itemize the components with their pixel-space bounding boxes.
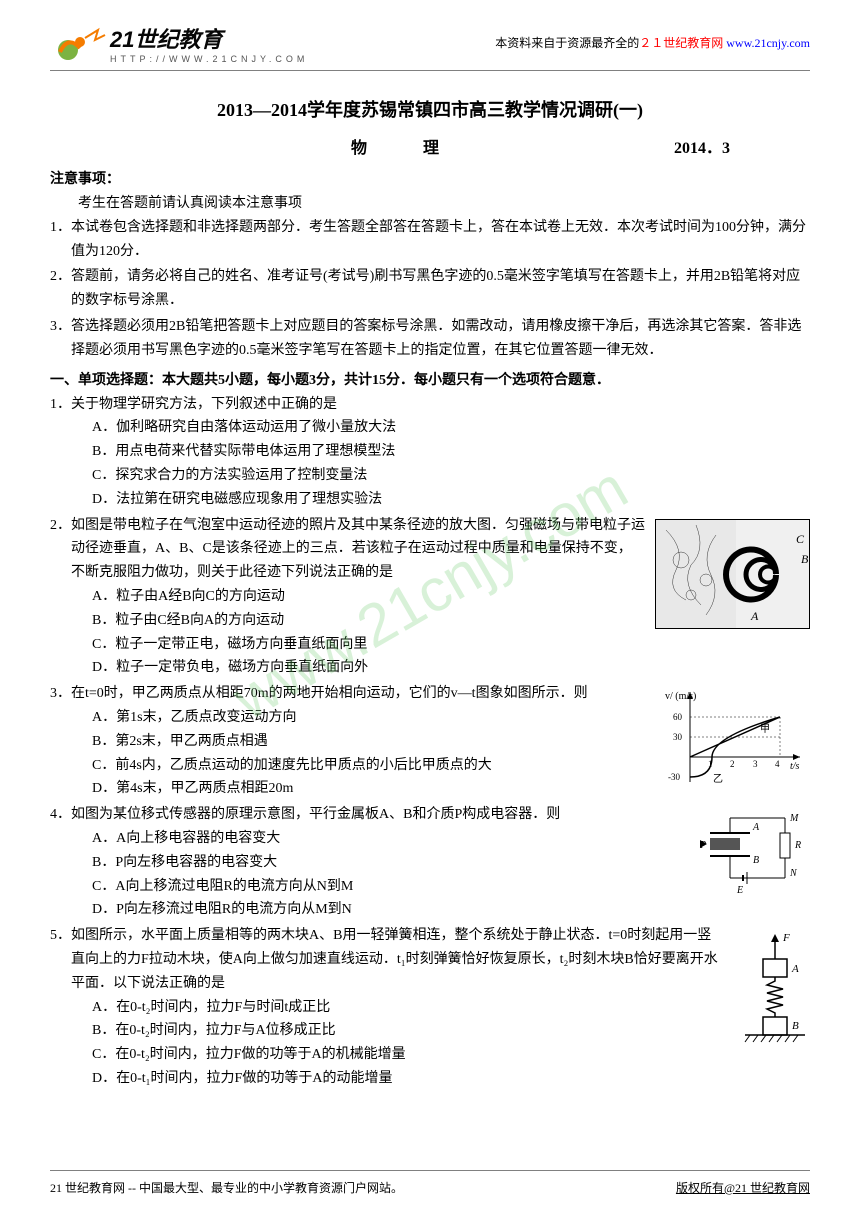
logo: 21世纪教育 HTTP://WWW.21CNJY.COM — [50, 20, 308, 65]
svg-text:3: 3 — [753, 759, 758, 769]
vt-label-yi: 乙 — [713, 773, 723, 785]
instruction-2: 2．答题前，请务必将自己的姓名、准考证号(考试号)刷书写黑色字迹的0.5毫米签字… — [50, 265, 810, 313]
svg-text:E: E — [736, 885, 743, 896]
logo-icon — [50, 20, 110, 65]
instruction-3: 3．答选择题必须用2B铅笔把答题卡上对应题目的答案标号涂黑．如需改动，请用橡皮擦… — [50, 315, 810, 363]
svg-text:A: A — [791, 963, 799, 975]
q1-opt-a: A．伽利略研究自由落体运动运用了微小量放大法 — [50, 416, 810, 440]
svg-text:A: A — [752, 822, 760, 833]
q2-opt-d: D．粒子一定带负电，磁场方向垂直纸面向外 — [50, 656, 810, 680]
exam-title: 2013—2014学年度苏锡常镇四市高三教学情况调研(一) — [50, 96, 810, 122]
question-1: 1．关于物理学研究方法，下列叙述中正确的是 A．伽利略研究自由落体运动运用了微小… — [50, 393, 810, 512]
header-link: www.21cnjy.com — [723, 36, 810, 50]
svg-text:-30: -30 — [668, 772, 680, 782]
question-2: C B A 2．如图是带电粒子在气泡室中运动径迹的照片及其中某条径迹的放大图．匀… — [50, 514, 810, 681]
q5-opt-a: A．在0-t₂时间内，拉力F与时间t成正比 — [50, 996, 810, 1020]
svg-text:2: 2 — [730, 759, 735, 769]
notice-label: 注意事项： — [50, 168, 810, 188]
page-header: 21世纪教育 HTTP://WWW.21CNJY.COM 本资料来自于资源最齐全… — [50, 20, 810, 71]
svg-text:M: M — [789, 813, 799, 824]
svg-text:B: B — [753, 855, 759, 866]
bubble-chamber-figure: C B A — [655, 519, 810, 629]
q1-opt-c: C．探究求合力的方法实验运用了控制变量法 — [50, 464, 810, 488]
vt-ylabel: v/ (m/s) — [665, 691, 696, 702]
svg-text:F: F — [782, 932, 790, 944]
svg-text:B: B — [792, 1020, 799, 1032]
logo-main-text: 21世纪教育 — [110, 22, 308, 54]
notice-intro: 考生在答题前请认真阅读本注意事项 — [50, 192, 810, 216]
subtitle-row: 物 理 2014．3 — [50, 134, 810, 158]
vt-xlabel: t/s — [790, 761, 800, 772]
page-footer: 21 世纪教育网 -- 中国最大型、最专业的中小学教育资源门户网站。 版权所有@… — [50, 1170, 810, 1196]
question-3: v/ (m/s) t/s 60 30 -30 1 2 3 4 甲 乙 — [50, 682, 810, 801]
footer-left: 21 世纪教育网 -- 中国最大型、最专业的中小学教育资源门户网站。 — [50, 1179, 403, 1196]
q1-opt-b: B．用点电荷来代替实际带电体运用了理想模型法 — [50, 440, 810, 464]
footer-right: 版权所有@21 世纪教育网 — [676, 1179, 810, 1196]
q5-opt-d: D．在0-t₁时间内，拉力F做的功等于A的动能增量 — [50, 1067, 810, 1091]
exam-date: 2014．3 — [674, 134, 730, 158]
q5-opt-c: C．在0-t₂时间内，拉力F做的功等于A的机械能增量 — [50, 1043, 810, 1067]
label-a: A — [750, 609, 759, 623]
logo-sub-text: HTTP://WWW.21CNJY.COM — [110, 54, 308, 64]
instruction-1: 1．本试卷包含选择题和非选择题两部分．考生答题全部答在答题卡上，答在本试卷上无效… — [50, 216, 810, 264]
q1-stem: 1．关于物理学研究方法，下列叙述中正确的是 — [50, 393, 810, 417]
svg-text:N: N — [789, 868, 798, 879]
q1-opt-d: D．法拉第在研究电磁感应现象用了理想实验法 — [50, 488, 810, 512]
q2-opt-c: C．粒子一定带正电，磁场方向垂直纸面向里 — [50, 633, 810, 657]
vt-label-jia: 甲 — [760, 724, 770, 735]
header-source: 本资料来自于资源最齐全的２１世纪教育网 www.21cnjy.com — [495, 34, 810, 51]
q4-opt-d: D．P向左移流过电阻R的电流方向从M到N — [50, 898, 810, 922]
spring-figure: F A B — [735, 929, 810, 1059]
q5-stem: 5．如图所示，水平面上质量相等的两木块A、B用一轻弹簧相连，整个系统处于静止状态… — [50, 924, 810, 995]
header-highlight: ２１世纪教育网 — [639, 36, 723, 50]
svg-text:30: 30 — [673, 732, 683, 742]
capacitor-figure: A P B M R N — [695, 808, 810, 898]
vt-graph-figure: v/ (m/s) t/s 60 30 -30 1 2 3 4 甲 乙 — [665, 687, 810, 787]
label-b: B — [801, 552, 809, 566]
svg-text:4: 4 — [775, 759, 780, 769]
q5-opt-b: B．在0-t₂时间内，拉力F与A位移成正比 — [50, 1019, 810, 1043]
question-4: A P B M R N — [50, 803, 810, 922]
subject: 物 理 — [351, 134, 459, 158]
section-1-header: 一、单项选择题：本大题共5小题，每小题3分，共计15分．每小题只有一个选项符合题… — [50, 369, 810, 389]
svg-text:60: 60 — [673, 712, 683, 722]
label-c: C — [796, 532, 805, 546]
question-5: F A B — [50, 924, 810, 1091]
svg-text:R: R — [794, 840, 801, 851]
header-prefix: 本资料来自于资源最齐全的 — [495, 36, 639, 50]
